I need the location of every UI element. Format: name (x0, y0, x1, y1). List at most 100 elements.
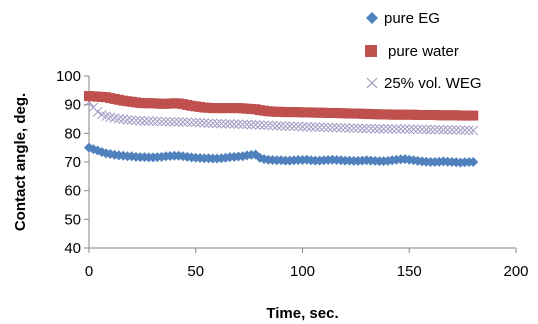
data-point-x (357, 123, 368, 134)
data-point-x (361, 123, 372, 134)
y-axis-ticks: 40 50 60 70 80 90 100 (56, 68, 89, 257)
data-point-x (417, 124, 427, 135)
data-point-x (451, 125, 462, 135)
data-point-x (156, 116, 167, 127)
data-point-x (395, 124, 406, 134)
data-point-x (250, 119, 261, 130)
data-point-diamond (468, 157, 479, 167)
data-point-x (314, 122, 325, 133)
data-point-x (412, 124, 423, 135)
series-layer (84, 91, 479, 168)
legend-label: 25% vol. WEG (384, 75, 482, 92)
y-tick-label: 40 (64, 240, 81, 257)
data-point-x (318, 122, 329, 133)
data-point-x (131, 115, 141, 126)
data-point-x (289, 121, 299, 132)
data-point-x (468, 125, 479, 136)
data-point-x (126, 115, 137, 126)
data-point-x (254, 120, 265, 130)
data-point-x (284, 121, 295, 132)
y-tick-label: 60 (64, 183, 81, 200)
y-tick-label: 80 (64, 125, 81, 142)
data-point-x (178, 117, 188, 128)
data-point-x (404, 124, 415, 135)
data-point-x (455, 125, 466, 136)
data-point-x (105, 112, 116, 122)
data-point-x (336, 123, 346, 133)
data-point-x (114, 113, 124, 124)
y-tick-label: 70 (64, 154, 81, 171)
data-point-x (237, 119, 248, 130)
data-point-x (165, 117, 175, 127)
data-point-x (374, 123, 385, 134)
data-point-x (122, 115, 133, 125)
data-point-x (425, 124, 436, 135)
legend-marker-diamond (366, 12, 378, 24)
data-point-x (207, 118, 218, 129)
legend: pure EG pure water 25% vol. WEG (365, 10, 482, 92)
data-point-x (143, 116, 154, 126)
x-tick-label: 150 (397, 263, 422, 280)
data-point-x (216, 118, 227, 129)
data-point-x (387, 124, 398, 134)
data-point-x (447, 125, 457, 135)
x-tick-label: 200 (503, 263, 528, 280)
x-axis-title: Time, sec. (266, 305, 338, 322)
data-point-x (293, 121, 304, 132)
data-point-x (161, 116, 171, 127)
series-pure-water (84, 91, 479, 121)
data-point-x (263, 120, 274, 131)
data-point-x (267, 120, 278, 131)
data-point-x (169, 117, 180, 127)
data-point-x (353, 123, 363, 134)
data-point-square (468, 110, 479, 121)
data-point-x (438, 125, 449, 135)
data-point-x (152, 116, 163, 127)
data-point-x (297, 121, 308, 132)
x-tick-label: 0 (85, 263, 93, 280)
y-tick-label: 90 (64, 97, 81, 114)
data-point-x (246, 119, 257, 130)
data-point-x (173, 117, 184, 127)
data-point-x (199, 118, 210, 128)
data-point-x (421, 124, 432, 135)
data-point-x (331, 122, 342, 133)
data-point-x (365, 123, 376, 134)
data-point-x (135, 115, 146, 126)
data-point-x (459, 125, 470, 136)
x-axis-ticks: 0 50 100 150 200 (85, 248, 529, 280)
data-point-x (370, 123, 380, 134)
x-tick-label: 100 (290, 263, 315, 280)
data-point-x (186, 117, 197, 128)
data-point-x (327, 122, 338, 133)
legend-marker-square (365, 45, 377, 57)
data-point-x (109, 112, 120, 123)
data-point-x (383, 123, 393, 134)
data-point-x (139, 116, 150, 126)
data-point-x (348, 123, 359, 134)
data-point-x (190, 117, 201, 128)
legend-item-25-vol-weg: 25% vol. WEG (366, 75, 482, 92)
data-point-x (229, 119, 240, 130)
y-tick-label: 100 (56, 68, 81, 85)
y-axis-title: Contact angle, deg. (12, 93, 29, 231)
data-point-x (92, 106, 103, 117)
data-point-x (306, 122, 316, 132)
x-tick-label: 50 (187, 263, 204, 280)
data-point-x (430, 124, 440, 135)
data-point-x (101, 111, 111, 121)
data-point-x (344, 123, 355, 134)
y-tick-label: 50 (64, 211, 81, 228)
data-point-x (259, 120, 269, 131)
series-pure-eg (84, 142, 479, 168)
legend-marker-x (366, 77, 378, 89)
data-point-x (276, 121, 287, 131)
data-point-x (195, 117, 205, 128)
legend-item-pure-eg: pure EG (366, 10, 440, 27)
data-point-x (310, 122, 321, 132)
data-point-x (233, 119, 244, 130)
data-point-x (400, 124, 410, 134)
series-25-vol-weg (84, 96, 479, 136)
